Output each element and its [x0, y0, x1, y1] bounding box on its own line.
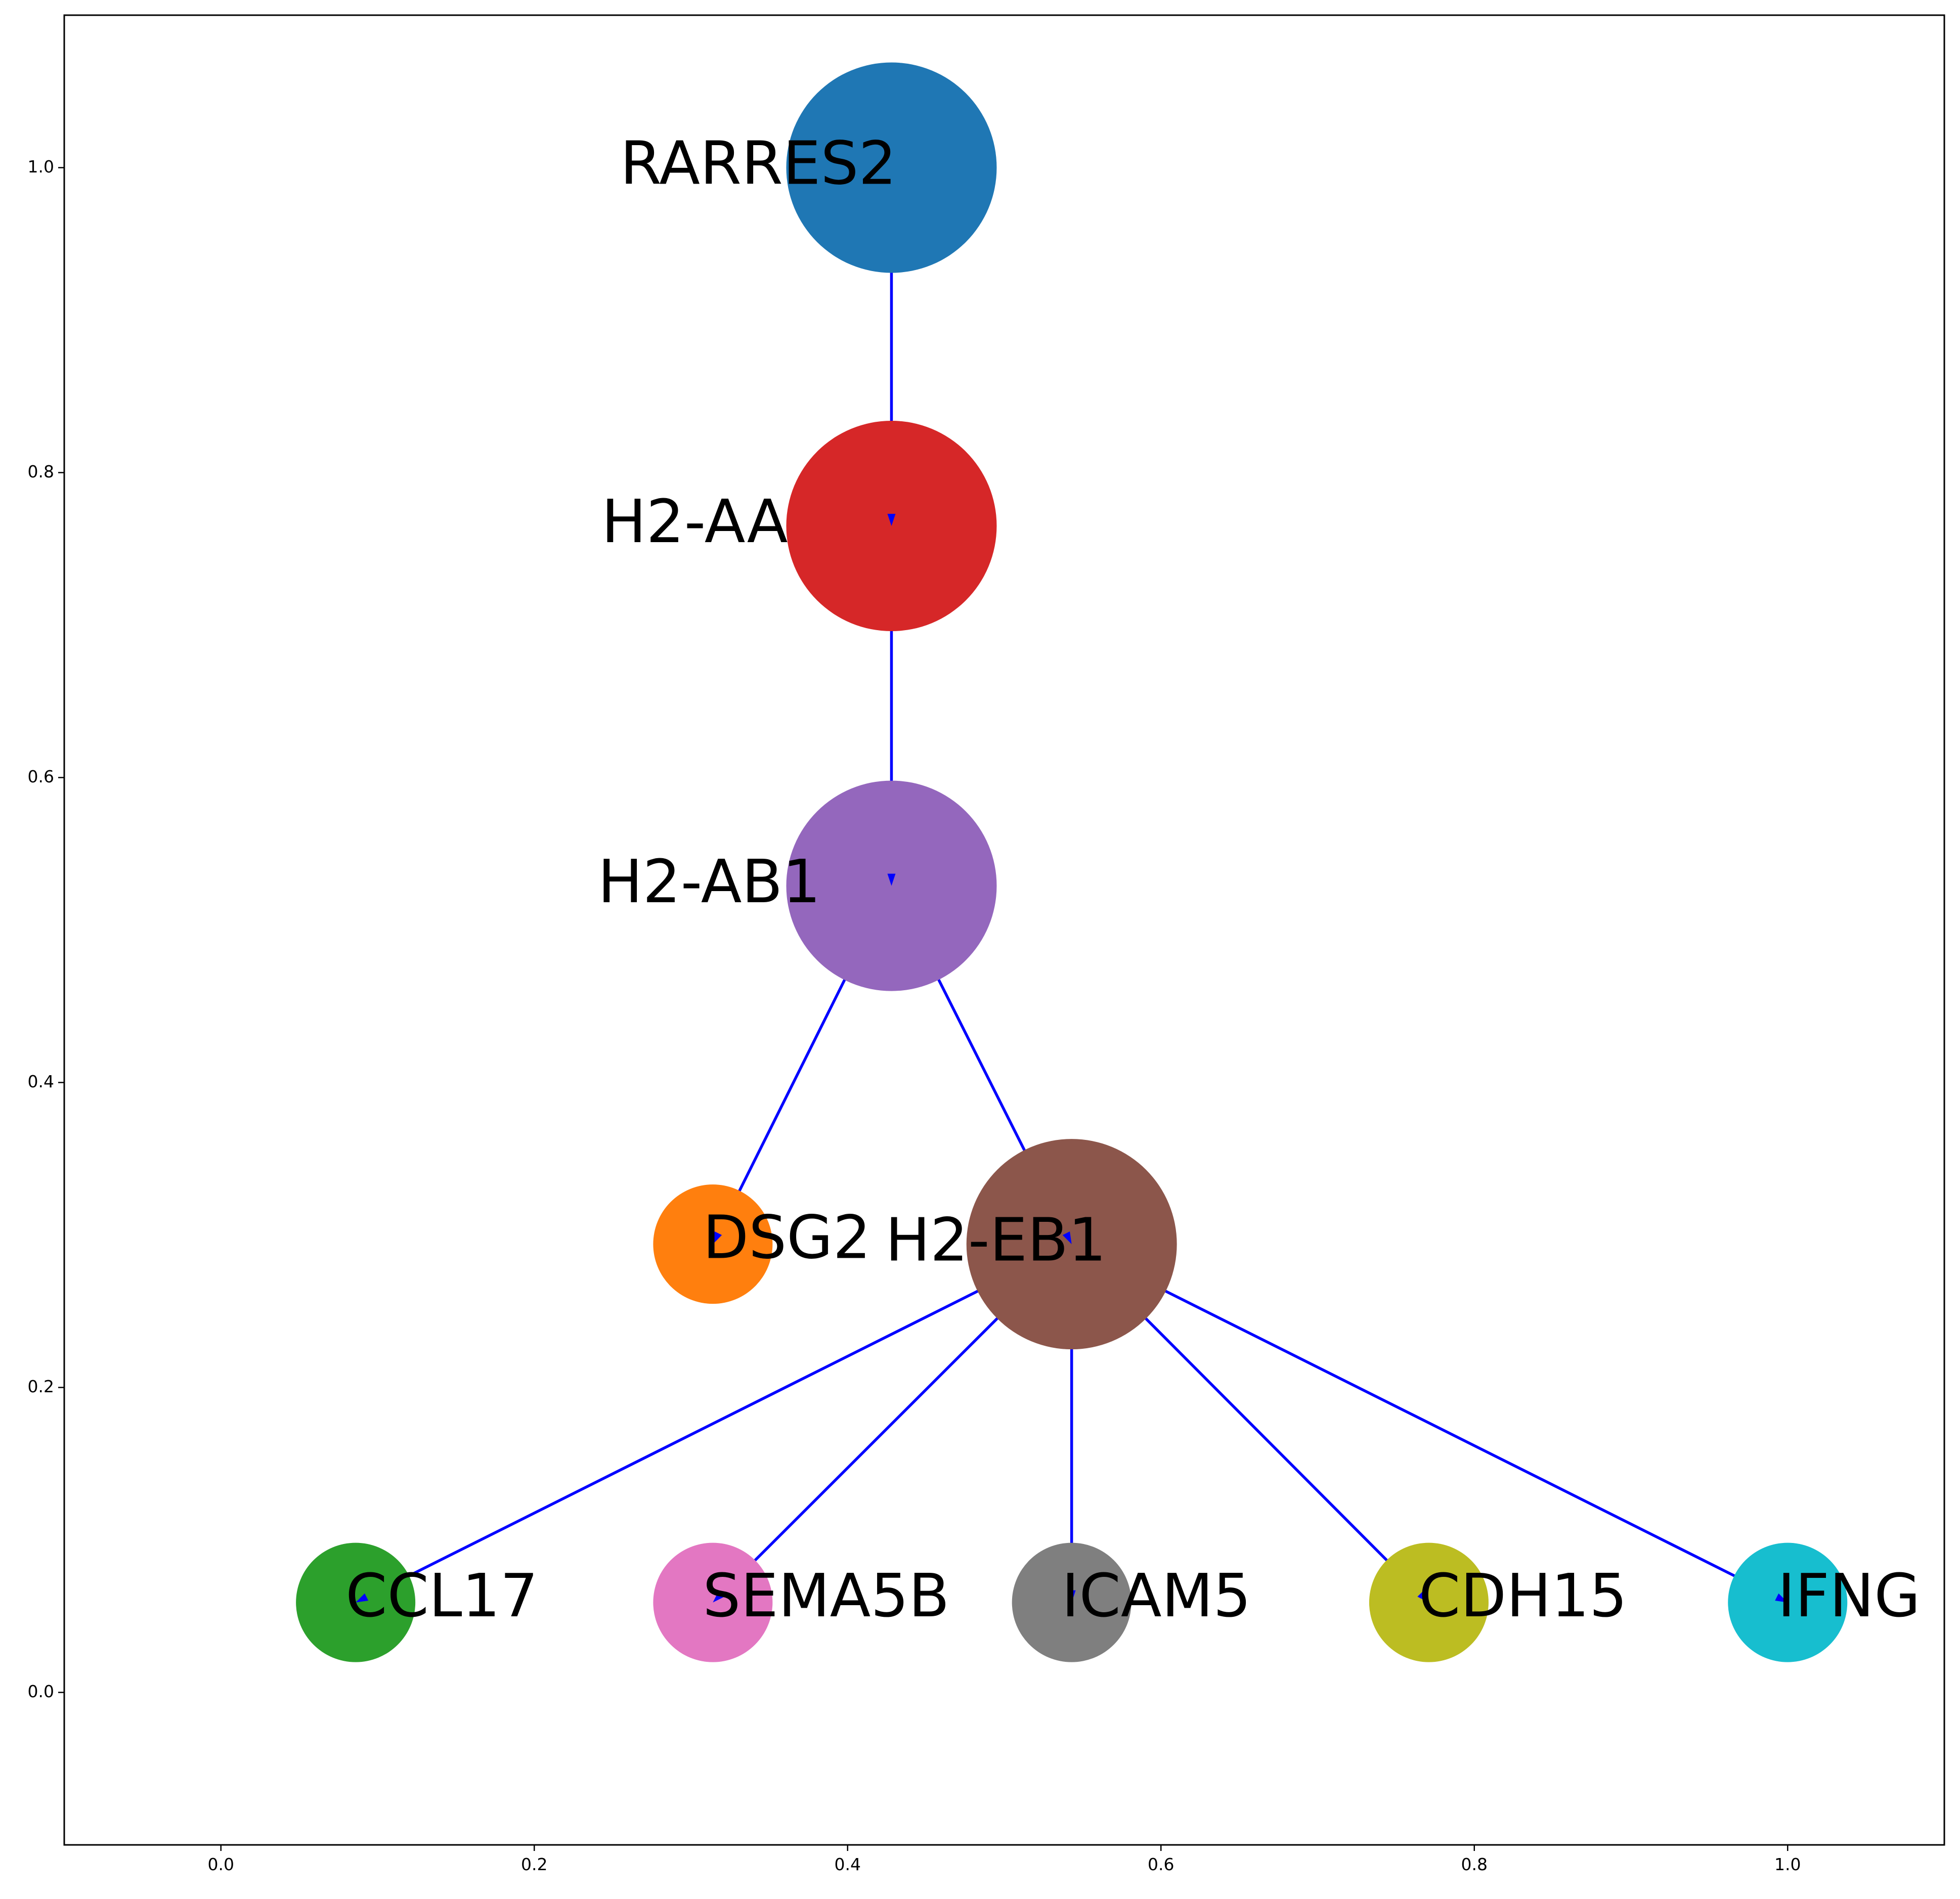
x-tick-label: 0.4 — [835, 1854, 861, 1874]
y-tick-label: 1.0 — [28, 157, 54, 176]
plot-area-frame — [63, 14, 1945, 1846]
y-axis: 0.0 0.2 0.4 0.6 0.8 1.0 — [28, 157, 64, 1701]
x-tick-label: 1.0 — [1774, 1854, 1801, 1874]
arrowhead-icam5 — [1067, 1590, 1076, 1603]
node-label-sema5b: SEMA5B — [703, 1561, 949, 1630]
arrowhead-ifng — [1775, 1593, 1788, 1603]
arrowhead-dsg2 — [713, 1231, 722, 1245]
node-label-ccl17: CCL17 — [345, 1561, 538, 1630]
node-label-rarres2: RARRES2 — [620, 128, 896, 198]
x-tick-label: 0.8 — [1461, 1854, 1488, 1874]
x-axis: 0.0 0.2 0.4 0.6 0.8 1.0 — [208, 1845, 1801, 1874]
y-tick-label: 0.4 — [28, 1072, 54, 1091]
arrowhead-h2-aa — [887, 514, 896, 526]
node-label-ifng: IFNG — [1777, 1561, 1920, 1630]
node-label-dsg2: DSG2 — [703, 1202, 870, 1272]
arrowhead-h2-eb1 — [1062, 1231, 1072, 1245]
edge-h2-eb1-to-ccl17 — [355, 1243, 1072, 1604]
y-tick-label: 0.8 — [28, 462, 54, 481]
node-rarres2 — [786, 62, 997, 273]
y-tick-label: 0.6 — [28, 767, 54, 786]
y-tick-label: 0.0 — [28, 1682, 54, 1701]
node-label-h2-aa: H2-AA — [601, 487, 788, 556]
x-tick-label: 0.2 — [521, 1854, 547, 1874]
y-tick-label: 0.2 — [28, 1377, 54, 1396]
edge-h2-eb1-to-ifng — [1071, 1243, 1789, 1604]
arrowhead-cdh15 — [1417, 1591, 1429, 1603]
node-label-h2-ab1: H2-AB1 — [598, 847, 821, 916]
node-label-h2-eb1: H2-EB1 — [885, 1205, 1106, 1274]
arrowhead-ccl17 — [356, 1593, 369, 1603]
x-tick-label: 0.6 — [1148, 1854, 1174, 1874]
node-label-cdh15: CDH15 — [1419, 1561, 1627, 1630]
arrowhead-sema5b — [713, 1591, 724, 1603]
node-labels-layer: RARRES2 H2-AA H2-AB1 DSG2 H2-EB1 CCL17 SEMA5B I… — [345, 128, 1921, 1630]
node-label-icam5: ICAM5 — [1062, 1561, 1251, 1630]
arrowhead-h2-ab1 — [887, 873, 896, 886]
x-tick-label: 0.0 — [208, 1854, 234, 1874]
arrowheads-layer — [356, 514, 1788, 1603]
